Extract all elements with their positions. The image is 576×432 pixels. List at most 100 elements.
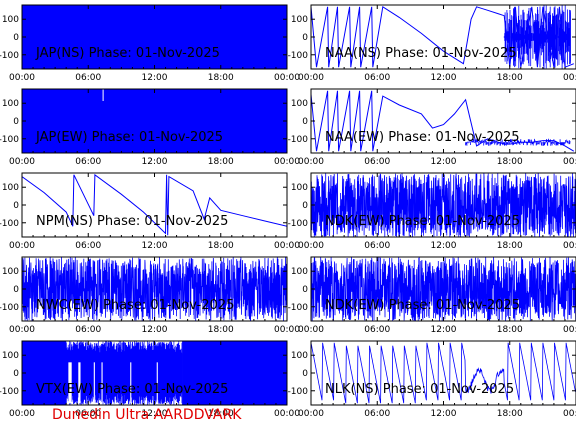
x-tick-label: 18:00 [497, 241, 523, 251]
y-tick-label: 0 [302, 369, 308, 379]
series-noise [503, 5, 571, 69]
y-tick-label: 100 [2, 99, 19, 109]
x-tick-label: 12:00 [142, 157, 168, 167]
y-tick-label: 100 [291, 183, 308, 193]
x-tick-label: 12:00 [142, 325, 168, 335]
plot-area [22, 173, 287, 236]
y-tick-label: 0 [302, 33, 308, 43]
y-tick-label: 0 [13, 201, 19, 211]
footer-label: Dunedin Ultra AARDDVARK [52, 407, 242, 423]
panel-title: NDK(EW) Phase: 01-Nov-2025 [325, 214, 520, 229]
y-tick-label: 100 [2, 351, 19, 361]
y-tick-label: 100 [291, 351, 308, 361]
x-tick-label: 00:00 [563, 241, 576, 251]
panel-2: 100 0 -100 00:00 06:00 12:00 18:00 00:00 NAA(NS)… [288, 4, 576, 83]
panel-title: VTX(EW) Phase: 01-Nov-2025 [36, 382, 228, 397]
data-gap [101, 362, 103, 404]
y-tick-label: 0 [13, 117, 19, 127]
x-tick-label: 00:00 [9, 241, 35, 251]
y-tick-label: 0 [13, 285, 19, 295]
x-tick-label: 18:00 [497, 73, 523, 83]
panel-5: 100 0 -100 00:00 06:00 12:00 18:00 00:00 NPM(NS)… [0, 172, 300, 251]
x-tick-label: 00:00 [563, 157, 576, 167]
x-tick-label: 06:00 [75, 325, 101, 335]
panel-title: NAA(NS) Phase: 01-Nov-2025 [325, 46, 516, 61]
x-tick-label: 00:00 [274, 409, 300, 419]
x-tick-label: 18:00 [208, 241, 234, 251]
x-tick-label: 00:00 [9, 325, 35, 335]
y-tick-label: 0 [13, 369, 19, 379]
series-line [311, 342, 576, 404]
x-tick-label: 18:00 [497, 157, 523, 167]
x-tick-label: 00:00 [563, 325, 576, 335]
x-tick-label: 06:00 [75, 157, 101, 167]
x-tick-label: 00:00 [274, 325, 300, 335]
x-tick-label: 06:00 [364, 73, 390, 83]
y-tick-label: -100 [288, 219, 309, 229]
x-tick-label: 18:00 [208, 325, 234, 335]
plot-area [22, 257, 287, 321]
x-tick-label: 18:00 [208, 73, 234, 83]
series-fill [22, 341, 67, 405]
panel-title: NAA(EW) Phase: 01-Nov-2025 [325, 130, 520, 145]
x-tick-label: 18:00 [497, 409, 523, 419]
y-tick-label: 100 [291, 99, 308, 109]
series-noise [465, 138, 571, 146]
series-line [22, 257, 287, 321]
x-tick-label: 00:00 [9, 73, 35, 83]
panel-10: 100 0 -100 00:00 06:00 12:00 18:00 00:00 NLK(NS)… [288, 340, 576, 419]
panel-6: 100 0 -100 00:00 06:00 12:00 18:00 00:00 NDK(EW)… [288, 172, 576, 251]
x-tick-label: 12:00 [142, 409, 168, 419]
series-fill [182, 341, 287, 405]
panel-title: JAP(EW) Phase: 01-Nov-2025 [35, 130, 223, 145]
x-tick-label: 12:00 [431, 157, 457, 167]
x-tick-label: 00:00 [298, 325, 324, 335]
y-tick-label: -100 [288, 135, 309, 145]
y-tick-label: 100 [291, 15, 308, 25]
data-gap [156, 362, 158, 404]
series-line [311, 173, 576, 237]
data-gap [102, 89, 104, 101]
plot-area [311, 342, 576, 404]
panel-7: 100 0 -100 00:00 06:00 12:00 18:00 00:00 NWC(EW)… [0, 256, 300, 335]
panel-8: 100 0 -100 00:00 06:00 12:00 18:00 00:00 NDK(EW)… [288, 256, 576, 335]
y-tick-label: -100 [0, 303, 19, 313]
x-tick-label: 12:00 [431, 241, 457, 251]
x-tick-label: 06:00 [364, 157, 390, 167]
panel-title: JAP(NS) Phase: 01-Nov-2025 [35, 46, 220, 61]
y-tick-label: 0 [302, 201, 308, 211]
x-tick-label: 00:00 [9, 409, 35, 419]
x-tick-label: 00:00 [274, 73, 300, 83]
data-gap [68, 362, 72, 404]
x-tick-label: 06:00 [364, 409, 390, 419]
plot-area [311, 5, 574, 69]
x-tick-label: 00:00 [298, 409, 324, 419]
x-tick-label: 06:00 [364, 325, 390, 335]
panel-title: NDK(EW) Phase: 01-Nov-2025 [325, 298, 520, 313]
panel-3: 100 0 -100 00:00 06:00 12:00 18:00 00:00 JAP(EW)… [0, 88, 300, 167]
x-tick-label: 00:00 [274, 241, 300, 251]
x-tick-label: 06:00 [75, 73, 101, 83]
y-tick-label: 0 [302, 285, 308, 295]
x-tick-label: 00:00 [563, 73, 576, 83]
plot-area [311, 173, 576, 237]
series-line [311, 257, 576, 321]
y-tick-label: 100 [2, 15, 19, 25]
x-tick-label: 12:00 [431, 73, 457, 83]
panel-title: NLK(NS) Phase: 01-Nov-2025 [325, 382, 514, 397]
x-tick-label: 18:00 [497, 325, 523, 335]
y-tick-label: -100 [0, 51, 19, 61]
data-gap [78, 362, 81, 404]
x-tick-label: 00:00 [298, 157, 324, 167]
y-tick-label: -100 [0, 387, 19, 397]
x-tick-label: 00:00 [9, 157, 35, 167]
panel-1: 100 0 -100 00:00 06:00 12:00 18:00 00:00 JAP(NS)… [0, 4, 300, 83]
x-tick-label: 18:00 [208, 157, 234, 167]
plot-area [22, 89, 287, 153]
panels-group: 100 0 -100 00:00 06:00 12:00 18:00 00:00 JAP(NS)… [0, 4, 576, 419]
data-gap [93, 362, 95, 404]
y-tick-label: 100 [291, 267, 308, 277]
panel-4: 100 0 -100 00:00 06:00 12:00 18:00 00:00 NAA(EW)… [288, 88, 576, 167]
x-tick-label: 12:00 [431, 325, 457, 335]
